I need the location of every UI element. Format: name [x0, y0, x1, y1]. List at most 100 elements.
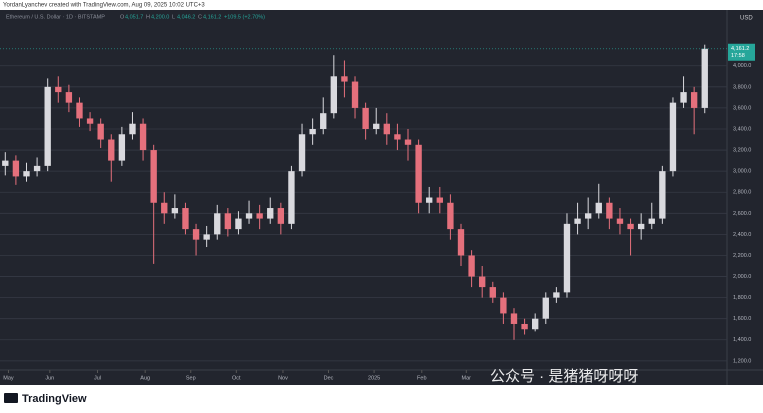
- candle-body: [383, 123, 390, 135]
- x-tick-label: 2025: [368, 375, 380, 381]
- candle-body: [394, 134, 401, 140]
- legend-key: L: [172, 14, 175, 20]
- last-price-tag: [728, 43, 755, 61]
- x-tick-label: Mar: [462, 375, 472, 381]
- candle-body: [542, 297, 549, 319]
- y-tick-label: 1,600.0: [733, 316, 751, 322]
- plot-area: [0, 10, 763, 385]
- y-tick-label: 3,600.0: [733, 105, 751, 111]
- watermark: 公众号 · 是猪猪呀呀呀: [490, 368, 638, 385]
- candle-body: [701, 48, 708, 108]
- candle-body: [150, 150, 157, 203]
- y-tick-label: 4,000.0: [733, 63, 751, 69]
- candle-body: [118, 134, 126, 161]
- candle-body: [33, 165, 41, 172]
- legend-key: C: [198, 14, 202, 20]
- candle-body: [468, 255, 475, 277]
- legend-value: 4,161.2: [203, 14, 221, 20]
- x-tick-label: Dec: [324, 375, 334, 381]
- legend-value: 4,200.0: [151, 14, 169, 20]
- candle-body: [680, 92, 687, 103]
- candle-body: [256, 213, 263, 219]
- candle-body: [277, 208, 285, 224]
- y-tick-label: 2,400.0: [733, 232, 751, 238]
- candle-body: [309, 128, 316, 135]
- legend-key: H: [146, 14, 150, 20]
- brand: TradingView: [22, 393, 87, 405]
- legend-title: Ethereum / U.S. Dollar · 1D · BITSTAMP: [6, 14, 105, 20]
- y-tick-label: 3,800.0: [733, 84, 751, 90]
- y-tick-label: 1,800.0: [733, 295, 751, 301]
- candle-body: [362, 107, 369, 129]
- candle-body: [426, 197, 433, 203]
- x-tick-label: Aug: [140, 375, 150, 381]
- legend-key: O: [120, 14, 125, 20]
- candle-body: [637, 223, 645, 230]
- candle-body: [457, 229, 465, 256]
- legend-value: 4,051.7: [125, 14, 143, 20]
- candle-body: [2, 160, 9, 166]
- x-tick-label: Jul: [94, 375, 101, 381]
- candle-body: [330, 76, 338, 114]
- candle-body: [171, 208, 179, 214]
- x-tick-label: Sep: [186, 375, 196, 381]
- candle-body: [404, 139, 412, 145]
- candle-body: [574, 218, 581, 224]
- x-tick-label: Feb: [417, 375, 426, 381]
- y-tick-label: 3,400.0: [733, 126, 751, 132]
- candle-body: [627, 223, 634, 230]
- candle-body: [108, 139, 115, 161]
- candle-body: [298, 134, 306, 172]
- x-tick-label: Oct: [232, 375, 241, 381]
- x-tick-label: Jun: [45, 375, 54, 381]
- candle-body: [267, 208, 274, 219]
- candle-body: [447, 202, 454, 230]
- candle-body: [648, 218, 655, 224]
- y-tick-label: 2,600.0: [733, 211, 751, 217]
- candle-body: [341, 76, 348, 82]
- candle-body: [532, 318, 539, 330]
- candle-body: [510, 313, 518, 324]
- plot: [0, 44, 727, 373]
- candle-body: [669, 102, 677, 172]
- candle-body: [161, 202, 168, 214]
- candle-body: [76, 102, 83, 119]
- candle-body: [55, 86, 62, 93]
- candle-body: [584, 213, 592, 219]
- candle-body: [65, 92, 73, 103]
- candle-body: [235, 218, 242, 230]
- candle-body: [659, 171, 666, 219]
- candle-body: [616, 218, 624, 224]
- candle-body: [415, 144, 422, 203]
- candle-body: [44, 86, 51, 166]
- candle-body: [606, 202, 613, 219]
- x-tick-label: Nov: [278, 375, 288, 381]
- candle-body: [521, 323, 528, 330]
- candle-body: [595, 202, 602, 214]
- candle-body: [690, 92, 698, 108]
- header: YordanLyanchev created with TradingView.…: [3, 3, 205, 9]
- x-tick-label: May: [3, 375, 14, 381]
- y-tick-label: 3,000.0: [733, 169, 751, 175]
- candle-body: [192, 229, 200, 240]
- candle-body: [129, 123, 136, 135]
- candle-body: [351, 81, 359, 108]
- legend-value: 4,046.2: [177, 14, 195, 20]
- logo-icon: [4, 393, 18, 403]
- candle-body: [224, 213, 232, 230]
- candle-body: [245, 213, 253, 219]
- candle-body: [436, 197, 443, 203]
- candle-body: [97, 123, 104, 140]
- countdown: 17:58: [731, 53, 745, 59]
- candle-body: [86, 118, 94, 124]
- candle-body: [214, 213, 221, 235]
- y-tick-label: 1,200.0: [733, 358, 751, 364]
- y-tick-label: 3,200.0: [733, 148, 751, 154]
- last-price-label: 4,161.2: [731, 46, 749, 52]
- candle-body: [553, 292, 560, 298]
- candle-body: [479, 276, 486, 288]
- candle-body: [12, 160, 20, 177]
- y-tick-label: 2,000.0: [733, 274, 751, 280]
